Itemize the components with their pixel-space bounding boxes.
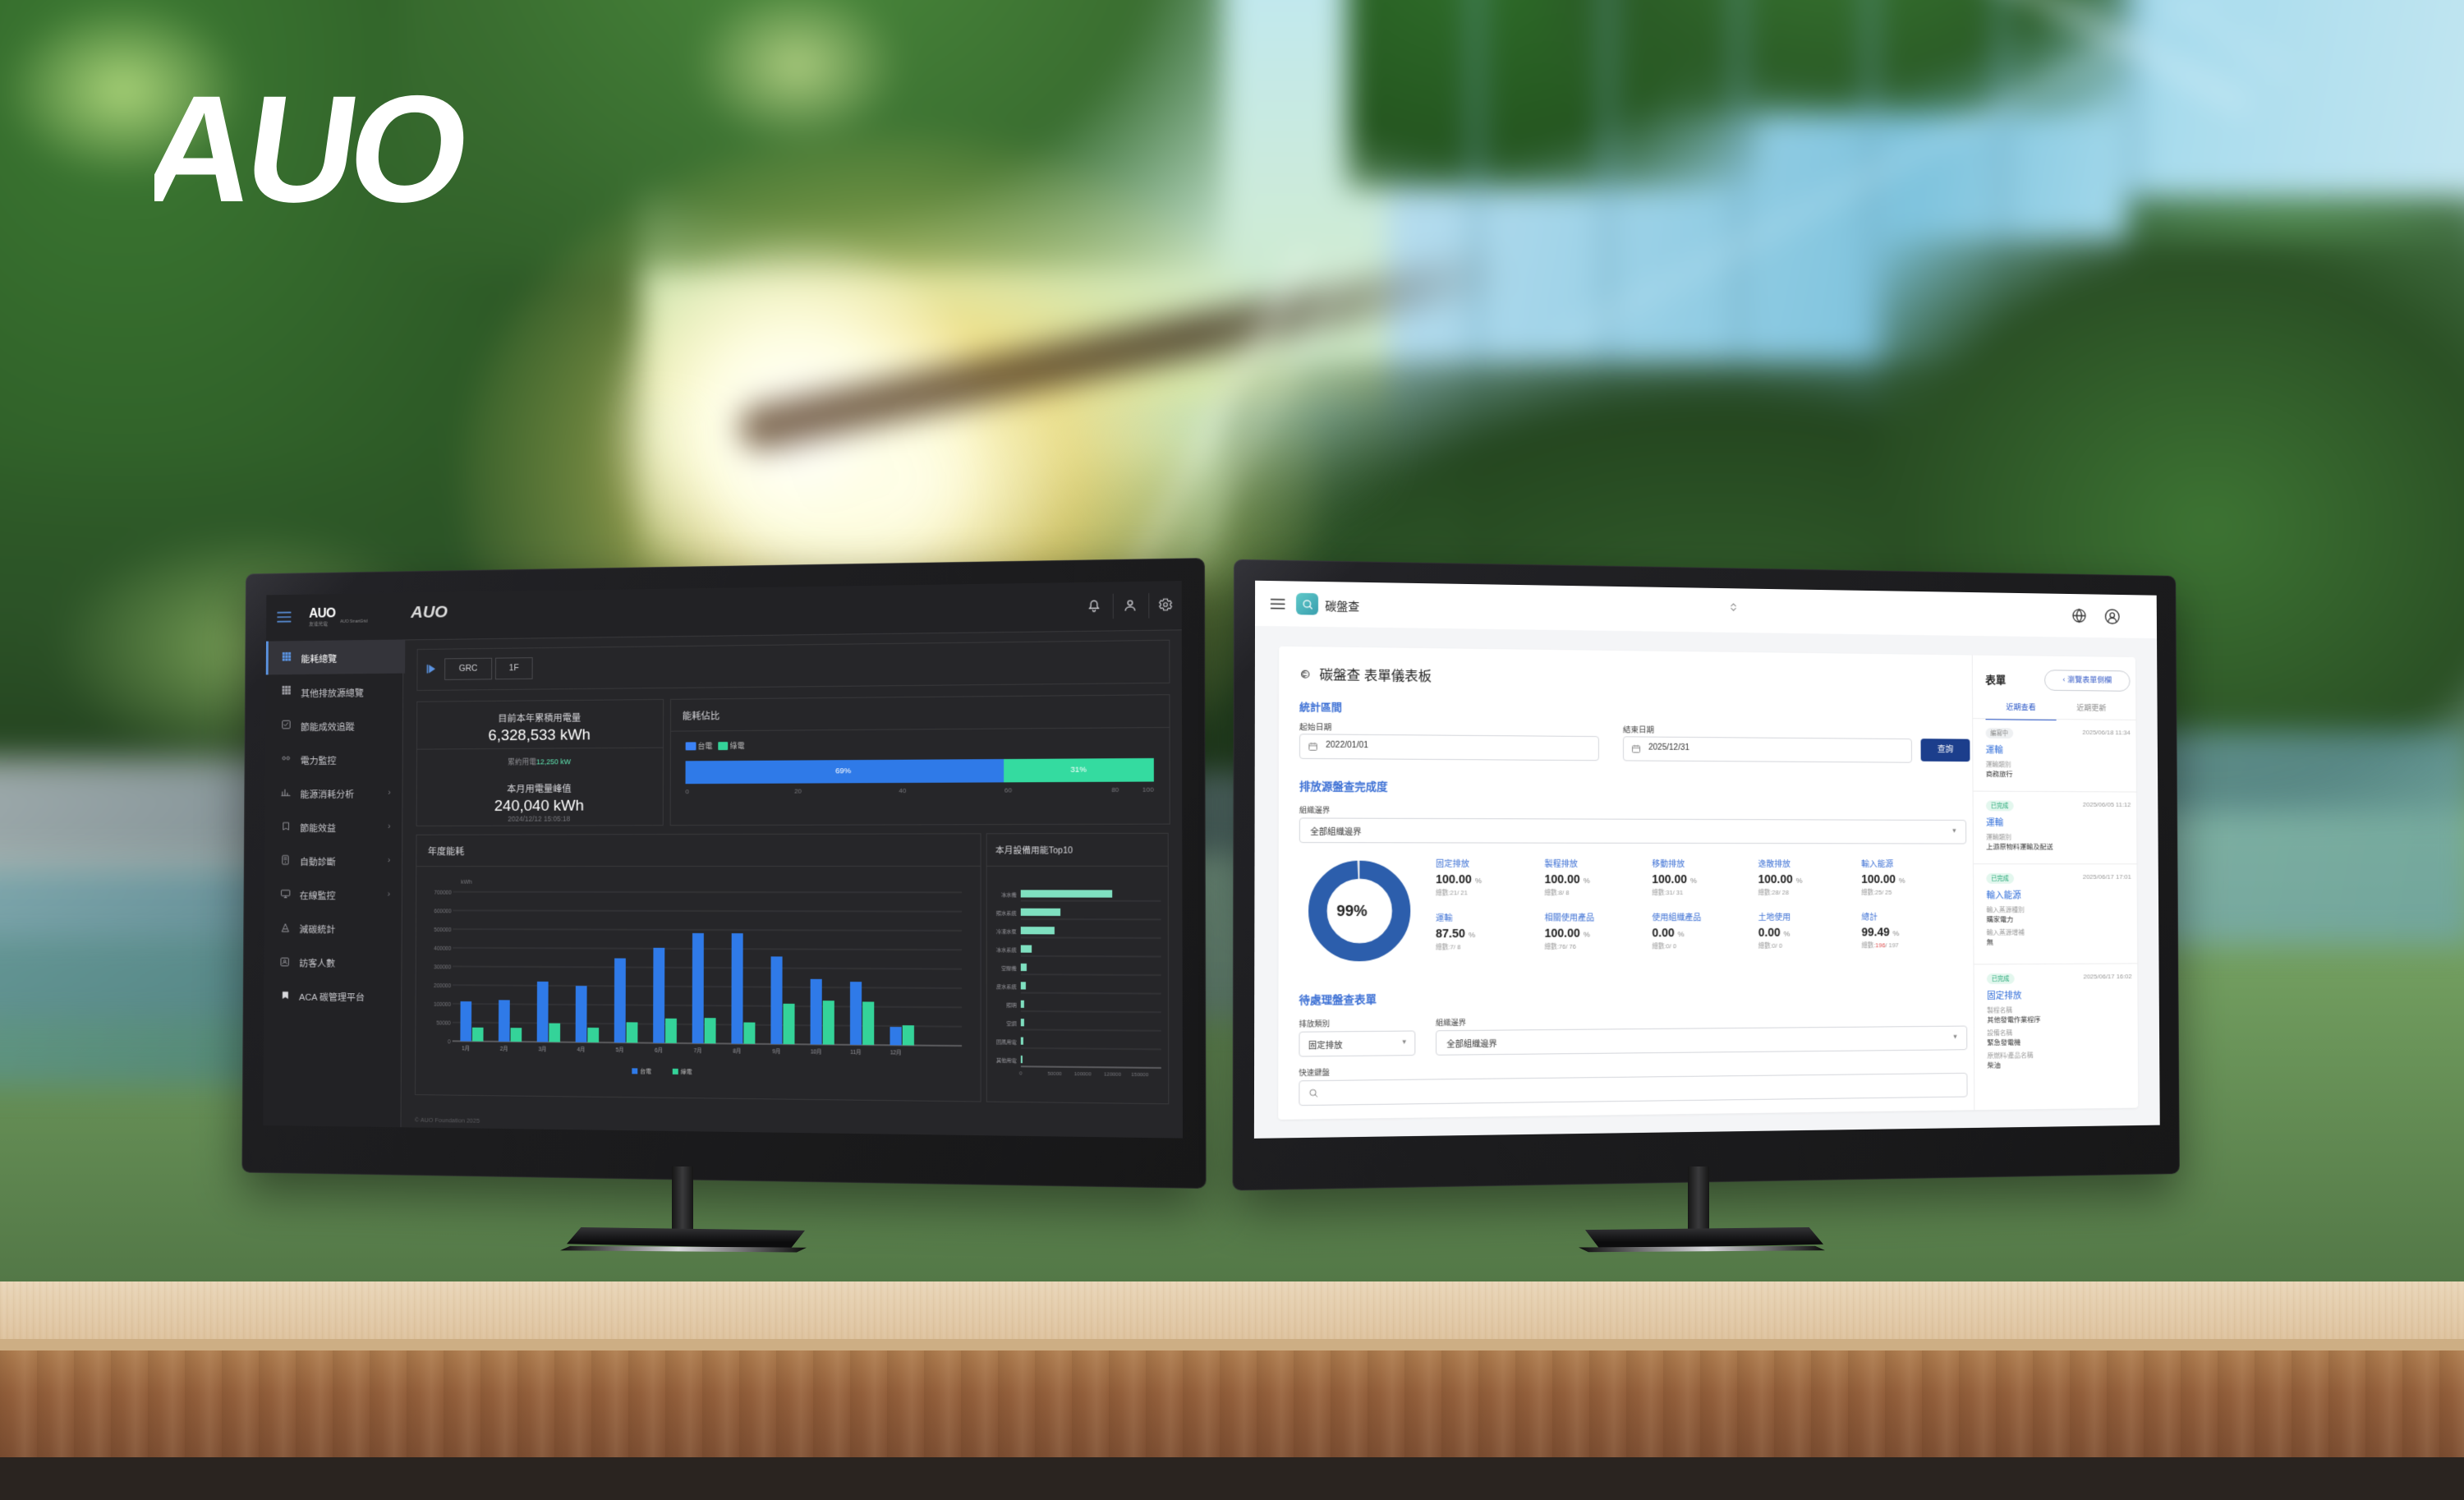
svg-text:120000: 120000 — [1104, 1072, 1121, 1077]
svg-text:0: 0 — [1019, 1071, 1023, 1076]
svg-text:100000: 100000 — [434, 1002, 451, 1008]
svg-text:冰水系統: 冰水系統 — [996, 946, 1017, 953]
svg-text:回風用電: 回風用電 — [996, 1039, 1017, 1045]
svg-text:照水系統: 照水系統 — [996, 910, 1017, 917]
svg-text:3月: 3月 — [539, 1046, 547, 1052]
svg-text:0: 0 — [448, 1039, 451, 1045]
svg-text:空壓機: 空壓機 — [1001, 965, 1016, 972]
svg-text:600000: 600000 — [434, 909, 452, 914]
svg-text:8月: 8月 — [733, 1048, 741, 1055]
svg-text:冷凍水泵: 冷凍水泵 — [996, 928, 1017, 935]
svg-text:10月: 10月 — [811, 1048, 822, 1055]
svg-text:6月: 6月 — [655, 1047, 663, 1054]
svg-text:皮水系統: 皮水系統 — [996, 983, 1017, 990]
svg-text:7月: 7月 — [694, 1047, 702, 1054]
svg-text:50000: 50000 — [436, 1020, 451, 1026]
svg-text:冰水機: 冰水機 — [1001, 891, 1016, 898]
svg-text:200000: 200000 — [434, 983, 451, 989]
svg-text:700000: 700000 — [434, 890, 452, 896]
svg-text:5月: 5月 — [616, 1047, 624, 1053]
svg-text:AUO: AUO — [154, 78, 475, 234]
svg-text:9月: 9月 — [772, 1048, 780, 1055]
svg-text:kWh: kWh — [461, 880, 472, 886]
svg-text:50000: 50000 — [1047, 1072, 1062, 1077]
svg-text:150000: 150000 — [1131, 1073, 1149, 1078]
svg-text:空調: 空調 — [1006, 1020, 1016, 1027]
svg-text:400000: 400000 — [434, 946, 451, 952]
svg-text:4月: 4月 — [577, 1047, 585, 1053]
svg-text:2月: 2月 — [500, 1046, 508, 1052]
svg-text:11月: 11月 — [850, 1049, 861, 1056]
svg-text:台電: 台電 — [640, 1067, 651, 1074]
svg-text:綠電: 綠電 — [681, 1068, 692, 1075]
svg-text:其他用電: 其他用電 — [996, 1057, 1017, 1064]
svg-text:300000: 300000 — [434, 964, 451, 970]
svg-text:12月: 12月 — [890, 1049, 902, 1056]
svg-text:1月: 1月 — [462, 1045, 470, 1051]
svg-text:500000: 500000 — [434, 927, 451, 933]
